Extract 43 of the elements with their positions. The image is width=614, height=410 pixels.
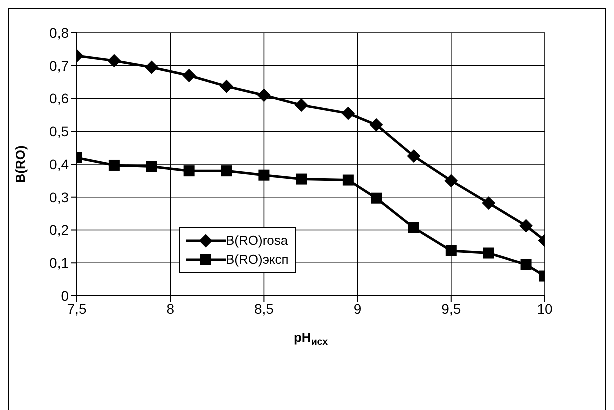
point bbox=[408, 222, 420, 234]
point bbox=[220, 80, 234, 94]
point bbox=[108, 160, 120, 171]
point bbox=[482, 196, 496, 210]
y-tick-label: 0,2 bbox=[50, 222, 70, 238]
point bbox=[407, 150, 420, 163]
y-tick-label: 0,1 bbox=[50, 255, 70, 272]
point bbox=[296, 174, 308, 185]
point bbox=[446, 245, 457, 256]
y-tick-label: 0,7 bbox=[50, 58, 70, 74]
point bbox=[370, 118, 384, 132]
x-tick-label: 10 bbox=[537, 300, 553, 317]
x-axis-title: pH$_{исх}$ bbox=[294, 330, 329, 348]
y-tick-label: 0,8 bbox=[50, 24, 70, 41]
point bbox=[371, 192, 382, 204]
y-tick-label: 0,4 bbox=[50, 156, 70, 172]
point bbox=[520, 259, 532, 270]
y-tick-label: 0,5 bbox=[50, 124, 70, 140]
legend-label: B(RO)эксп bbox=[226, 251, 289, 269]
point bbox=[145, 61, 158, 74]
x-tick-label: 9 bbox=[354, 300, 362, 317]
point bbox=[342, 107, 355, 120]
point bbox=[182, 69, 196, 82]
y-axis-title: B(RO) bbox=[13, 146, 28, 184]
point bbox=[146, 161, 158, 172]
y-tick-label: 0,3 bbox=[50, 189, 70, 206]
x-tick-label: 8 bbox=[166, 300, 175, 317]
x-tick-label: 8,5 bbox=[254, 300, 274, 317]
point bbox=[108, 54, 121, 68]
y-tick-label: 0,6 bbox=[50, 90, 70, 107]
point bbox=[184, 166, 195, 177]
y-tick-label: 0 bbox=[61, 288, 70, 304]
point bbox=[258, 88, 271, 102]
point bbox=[342, 174, 354, 186]
x-tick-label: 9,5 bbox=[442, 300, 462, 317]
point bbox=[295, 98, 308, 112]
point bbox=[483, 248, 494, 259]
point bbox=[444, 174, 458, 188]
legend-label: B(RO)rosa bbox=[226, 232, 288, 250]
point bbox=[258, 170, 270, 181]
point bbox=[221, 166, 232, 177]
x-tick-label: 7,5 bbox=[67, 300, 87, 317]
point bbox=[520, 219, 533, 232]
